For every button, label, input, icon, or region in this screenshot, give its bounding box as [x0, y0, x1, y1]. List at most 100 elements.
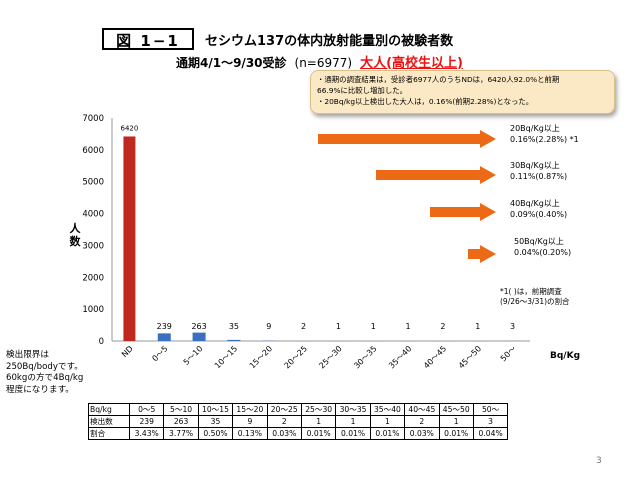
- sample-size-label: (n=6977): [294, 56, 353, 70]
- table-cell: 2: [266, 415, 302, 428]
- y-tick-label: 4000: [82, 210, 104, 220]
- footnote-line: *1( )は，前期調査: [500, 286, 562, 296]
- data-label: 3: [510, 322, 515, 331]
- table-cell: 239: [128, 415, 165, 428]
- x-tick-label: ND: [120, 344, 135, 359]
- data-label: 35: [229, 322, 239, 331]
- data-label: 263: [191, 322, 206, 331]
- table-cell: 35: [197, 415, 234, 428]
- note-line: ・通期の調査結果は，受診者6977人のうちNDは，6420人92.0%と前期: [317, 75, 560, 84]
- table-cell: 30〜35: [335, 403, 371, 416]
- note-line: 60kgの方で4Bq/kg: [6, 373, 84, 383]
- data-label: 2: [440, 322, 445, 331]
- table-cell: 15〜20: [232, 403, 268, 416]
- table-cell: 0.01%: [369, 427, 406, 440]
- table-cell: 0.01%: [335, 427, 371, 440]
- table-row-header: 検出数: [88, 415, 130, 428]
- table-cell: 50〜: [472, 403, 509, 416]
- table-cell: 5〜10: [163, 403, 199, 416]
- data-label: 6420: [121, 124, 139, 132]
- note-line: 250Bq/bodyです。: [6, 361, 83, 372]
- note-line: ・20Bq/kg以上検出した大人は，0.16%(前期2.28%)となった。: [317, 97, 534, 106]
- bar: [123, 136, 136, 341]
- note-line: 程度になります。: [6, 384, 74, 395]
- table-cell: 25〜30: [300, 403, 337, 416]
- threshold-arrow: [468, 245, 496, 263]
- threshold-percent: 0.11%(0.87%): [510, 172, 567, 181]
- y-tick-label: 5000: [82, 178, 104, 188]
- y-tick-label: 2000: [82, 273, 104, 283]
- x-tick-label: 50〜: [499, 344, 518, 363]
- x-tick-label: 15〜20: [248, 344, 274, 370]
- table-cell: 3.77%: [163, 427, 199, 440]
- data-label: 1: [336, 322, 341, 331]
- table-cell: 3: [472, 415, 509, 428]
- y-tick-label: 1000: [82, 305, 104, 315]
- x-tick-label: 30〜35: [352, 344, 378, 370]
- bar: [192, 332, 206, 341]
- note-line: 66.9%に比較し増加した。: [317, 86, 407, 95]
- table-row-header: Bq/kg: [88, 403, 130, 416]
- data-label: 1: [406, 322, 411, 331]
- x-axis-label: Bq/Kg: [550, 351, 580, 361]
- threshold-arrow: [430, 203, 496, 221]
- threshold-arrow: [318, 130, 496, 148]
- table-cell: 1: [300, 415, 337, 428]
- table-row: 割合 3.43% 3.77% 0.50% 0.13% 0.03% 0.01% 0.01% 0.0…: [88, 427, 509, 440]
- page-number: 3: [596, 456, 602, 466]
- table-cell: 1: [438, 415, 474, 428]
- data-label: 2: [301, 322, 306, 331]
- data-label: 1: [371, 322, 376, 331]
- x-tick-label: 10〜15: [213, 344, 239, 370]
- threshold-label: 50Bq/Kg以上: [514, 237, 564, 246]
- chart-title: セシウム137の体内放射能量別の被験者数: [205, 34, 454, 49]
- x-tick-label: 45〜50: [457, 344, 483, 370]
- x-tick-label: 25〜30: [317, 344, 343, 370]
- threshold-percent: 0.16%(2.28%) *1: [510, 135, 579, 144]
- threshold-arrows: 20Bq/Kg以上 0.16%(2.28%) *1 30Bq/Kg以上 0.11%(0…: [318, 124, 579, 263]
- figure-label: 図 1−1: [102, 28, 194, 50]
- table-cell: 0.13%: [232, 427, 268, 440]
- y-tick-label: 7000: [82, 114, 104, 124]
- chart-bars: 6420 ND 239 0〜5 263 5〜10 35 10〜15 9 15〜20 2 20〜25 1 2…: [120, 124, 520, 370]
- table-row: 検出数 239 263 35 9 2 1 1 1 2 1 3: [88, 415, 509, 428]
- x-tick-label: 0〜5: [150, 344, 169, 363]
- table-cell: 0.03%: [404, 427, 440, 440]
- x-tick-label: 20〜25: [283, 344, 309, 370]
- y-tick-label: 0: [99, 337, 104, 347]
- table-cell: 9: [232, 415, 268, 428]
- table-cell: 0.01%: [300, 427, 337, 440]
- y-axis-label: 人数: [70, 221, 82, 248]
- table-cell: 1: [369, 415, 406, 428]
- group-label: 大人(高校生以上): [360, 56, 463, 71]
- table-cell: 0〜5: [128, 403, 165, 416]
- table-cell: 10〜15: [197, 403, 234, 416]
- x-tick-label: 40〜45: [422, 344, 448, 370]
- data-label: 239: [157, 322, 172, 331]
- table-cell: 1: [335, 415, 371, 428]
- period-label: 通期4/1〜9/30受診: [176, 56, 287, 70]
- bar: [227, 339, 241, 341]
- data-table: Bq/kg 0〜5 5〜10 10〜15 15〜20 20〜25 25〜30 30〜35 35〜…: [88, 403, 509, 440]
- y-tick-label: 6000: [82, 146, 104, 156]
- summary-note-box: ・通期の調査結果は，受診者6977人のうちNDは，6420人92.0%と前期 6…: [310, 70, 615, 114]
- x-tick-label: 35〜40: [387, 344, 413, 370]
- table-cell: 0.04%: [472, 427, 509, 440]
- table-cell: 0.01%: [438, 427, 474, 440]
- threshold-percent: 0.09%(0.40%): [510, 210, 567, 219]
- threshold-percent: 0.04%(0.20%): [514, 248, 571, 257]
- table-cell: 0.50%: [197, 427, 234, 440]
- data-label: 1: [475, 322, 480, 331]
- threshold-label: 30Bq/Kg以上: [510, 161, 560, 170]
- data-label: 9: [266, 322, 271, 331]
- table-cell: 45〜50: [438, 403, 474, 416]
- table-cell: 263: [163, 415, 199, 428]
- chart-subtitle: 通期4/1〜9/30受診 (n=6977) 大人(高校生以上): [176, 52, 463, 71]
- detection-limit-note: 検出限界は 250Bq/bodyです。 60kgの方で4Bq/kg 程度になりま…: [6, 350, 83, 396]
- y-tick-label: 3000: [82, 241, 104, 251]
- note-line: 検出限界は: [6, 350, 49, 360]
- table-row-header: 割合: [88, 427, 130, 440]
- table-cell: 35〜40: [369, 403, 406, 416]
- table-cell: 40〜45: [404, 403, 440, 416]
